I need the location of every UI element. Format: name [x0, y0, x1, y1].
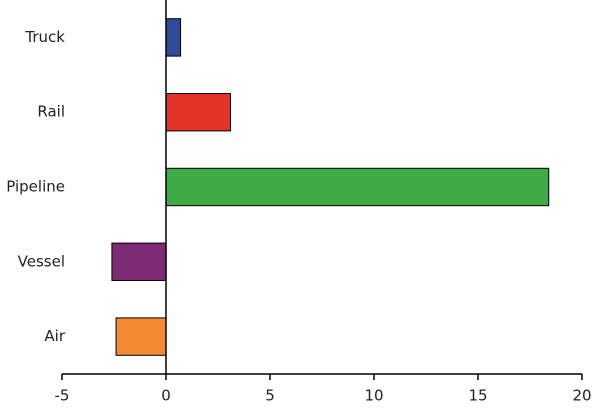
bar	[111, 242, 167, 282]
y-tick-label: Rail	[37, 103, 65, 121]
x-tick-label: 10	[364, 387, 383, 405]
bar	[115, 317, 167, 356]
y-tick-label: Air	[44, 327, 65, 345]
x-tick-label: -5	[55, 387, 70, 405]
y-tick-label: Vessel	[18, 252, 65, 270]
bar	[165, 167, 550, 207]
x-tick-label: 5	[265, 387, 275, 405]
y-tick-label: Pipeline	[6, 178, 65, 196]
x-tick-label: 15	[468, 387, 487, 405]
bar	[165, 18, 182, 57]
x-tick-label: 20	[572, 387, 591, 405]
bar	[165, 93, 231, 132]
y-tick-label: Truck	[24, 28, 65, 46]
x-tick-label: 0	[161, 387, 171, 405]
